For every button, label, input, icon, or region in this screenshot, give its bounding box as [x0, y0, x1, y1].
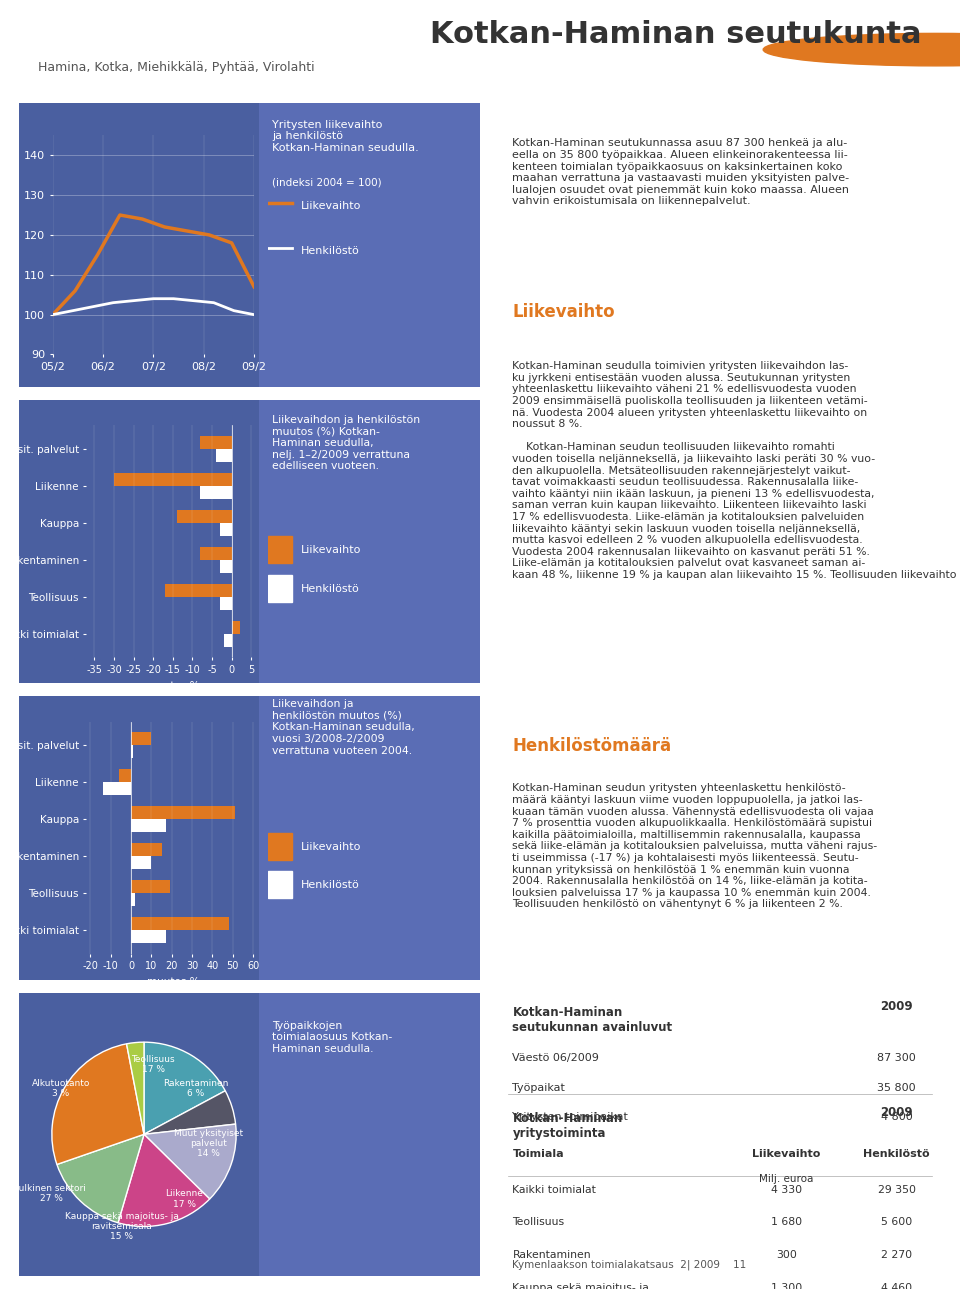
Text: Liikevaihdon ja henkilöstön
muutos (%) Kotkan-
Haminan seudulla,
nelj. 1–2/2009 : Liikevaihdon ja henkilöstön muutos (%) K…: [272, 415, 420, 472]
Text: (indeksi 2004 = 100): (indeksi 2004 = 100): [272, 178, 382, 188]
Text: Henkilöstö: Henkilöstö: [300, 880, 359, 891]
Bar: [132, 820, 166, 833]
Text: Työpaikkojen
toimialaosuus Kotkan-
Haminan seudulla.: Työpaikkojen toimialaosuus Kotkan- Hamin…: [272, 1021, 393, 1054]
Wedge shape: [144, 1090, 235, 1134]
Text: Liikevaihto: Liikevaihto: [300, 545, 361, 556]
Text: Henkilöstö: Henkilöstö: [300, 246, 359, 255]
Circle shape: [763, 34, 960, 66]
Bar: [119, 770, 132, 782]
Text: Kotkan-Haminan seutukunnassa asuu 87 300 henkeä ja alu-
eella on 35 800 työpaikk: Kotkan-Haminan seutukunnassa asuu 87 300…: [513, 138, 850, 206]
Text: Kotkan-Haminan
yritystoiminta: Kotkan-Haminan yritystoiminta: [513, 1112, 623, 1139]
Text: 35 800: 35 800: [877, 1083, 916, 1093]
Bar: [224, 634, 231, 647]
Bar: [220, 523, 231, 536]
Text: Milj. euroa: Milj. euroa: [759, 1174, 813, 1185]
Text: 1 300: 1 300: [771, 1283, 802, 1289]
Bar: [268, 536, 293, 563]
Bar: [216, 449, 231, 461]
Text: 4 460: 4 460: [881, 1283, 912, 1289]
Text: Väestö 06/2009: Väestö 06/2009: [513, 1053, 599, 1063]
Bar: [268, 833, 293, 860]
Text: Henkilöstömäärä: Henkilöstömäärä: [513, 736, 672, 754]
Text: Työpaikat: Työpaikat: [513, 1083, 565, 1093]
Bar: [220, 559, 231, 572]
Text: Kaikki toimialat: Kaikki toimialat: [513, 1185, 596, 1195]
Bar: [165, 584, 231, 597]
Text: Toimiala: Toimiala: [513, 1150, 564, 1159]
Text: Kotkan-Haminan seudun yritysten yhteenlaskettu henkilöstö-
määrä kääntyi laskuun: Kotkan-Haminan seudun yritysten yhteenla…: [513, 784, 877, 910]
Bar: [201, 486, 231, 499]
Bar: [132, 931, 166, 944]
Wedge shape: [57, 1134, 144, 1223]
Text: 4 330: 4 330: [771, 1185, 802, 1195]
Text: 2009: 2009: [880, 1106, 913, 1119]
Text: 1 680: 1 680: [771, 1217, 802, 1227]
X-axis label: muutos %: muutos %: [147, 977, 199, 987]
Text: Kotkan-Haminan
seutukunnan avainluvut: Kotkan-Haminan seutukunnan avainluvut: [513, 1007, 673, 1034]
Bar: [132, 893, 135, 906]
Text: Kotkan-Haminan seudulla toimivien yritysten liikevaihdon las-
ku jyrkkeni entise: Kotkan-Haminan seudulla toimivien yritys…: [513, 361, 960, 580]
Text: Kauppa sekä majoitus- ja
ravitsemistoiminta: Kauppa sekä majoitus- ja ravitsemistoimi…: [513, 1283, 649, 1289]
Wedge shape: [118, 1134, 209, 1226]
Text: Henkilöstö: Henkilöstö: [300, 584, 359, 594]
Text: 29 350: 29 350: [877, 1185, 916, 1195]
Text: Liikenne
17 %: Liikenne 17 %: [166, 1190, 204, 1209]
Text: 2009: 2009: [880, 1000, 913, 1013]
Text: Kauppa sekä majoitus- ja
ravitsemisala
15 %: Kauppa sekä majoitus- ja ravitsemisala 1…: [65, 1212, 179, 1241]
Text: Liikevaihto: Liikevaihto: [300, 201, 361, 210]
Wedge shape: [52, 1044, 144, 1164]
Text: Rakentaminen
6 %: Rakentaminen 6 %: [163, 1079, 228, 1098]
Text: Liikevaihto: Liikevaihto: [513, 303, 615, 321]
Bar: [268, 575, 293, 602]
Bar: [114, 473, 231, 486]
Text: Liikevaihto: Liikevaihto: [300, 842, 361, 852]
Bar: [103, 782, 132, 795]
Text: Yritysten toimipaikat: Yritysten toimipaikat: [513, 1112, 629, 1121]
Bar: [132, 880, 170, 893]
Bar: [268, 871, 293, 898]
Text: Muut yksityiset
palvelut
14 %: Muut yksityiset palvelut 14 %: [174, 1129, 243, 1159]
Text: 5 600: 5 600: [881, 1217, 912, 1227]
Bar: [231, 621, 240, 634]
Text: Liikevaihto: Liikevaihto: [752, 1150, 821, 1159]
Wedge shape: [144, 1043, 226, 1134]
Text: 300: 300: [776, 1250, 797, 1261]
Text: Yritysten liikevaihto
ja henkilöstö
Kotkan-Haminan seudulla.: Yritysten liikevaihto ja henkilöstö Kotk…: [272, 120, 419, 153]
Bar: [132, 918, 228, 931]
Text: 4 800: 4 800: [880, 1112, 913, 1121]
Bar: [220, 597, 231, 610]
Text: 87 300: 87 300: [877, 1053, 916, 1063]
Bar: [132, 732, 152, 745]
Text: Julkinen sektori
27 %: Julkinen sektori 27 %: [17, 1183, 86, 1203]
Text: Kymenlaakson toimialakatsaus  2| 2009    11: Kymenlaakson toimialakatsaus 2| 2009 11: [513, 1259, 747, 1270]
Bar: [177, 510, 231, 523]
Bar: [132, 807, 235, 820]
Text: Hamina, Kotka, Miehikkälä, Pyhtää, Virolahti: Hamina, Kotka, Miehikkälä, Pyhtää, Virol…: [38, 61, 315, 75]
Text: Teollisuus: Teollisuus: [513, 1217, 564, 1227]
Bar: [201, 547, 231, 559]
Wedge shape: [127, 1043, 144, 1134]
X-axis label: muutos %: muutos %: [147, 681, 199, 691]
Wedge shape: [144, 1124, 236, 1199]
Text: Rakentaminen: Rakentaminen: [513, 1250, 591, 1261]
Text: Henkilöstö: Henkilöstö: [863, 1150, 930, 1159]
Bar: [132, 745, 133, 758]
Text: 2 270: 2 270: [881, 1250, 912, 1261]
Bar: [201, 436, 231, 449]
Text: Teollisuus
17 %: Teollisuus 17 %: [132, 1054, 175, 1074]
Bar: [132, 843, 161, 856]
Text: Liikevaihdon ja
henkilöstön muutos (%)
Kotkan-Haminan seudulla,
vuosi 3/2008-2/2: Liikevaihdon ja henkilöstön muutos (%) K…: [272, 699, 415, 755]
Bar: [132, 856, 152, 869]
Text: Kotkan-Haminan seutukunta: Kotkan-Haminan seutukunta: [430, 19, 922, 49]
Text: Alkutuotanto
3 %: Alkutuotanto 3 %: [32, 1079, 90, 1098]
